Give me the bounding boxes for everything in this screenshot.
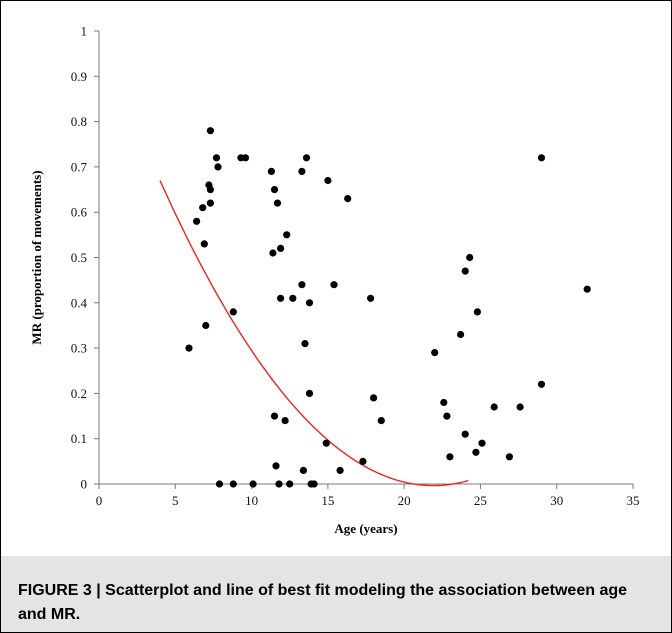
data-point — [249, 480, 257, 488]
data-point — [215, 480, 224, 488]
data-point — [377, 417, 385, 425]
data-point — [336, 466, 344, 474]
data-point — [516, 403, 524, 411]
data-point — [289, 294, 297, 302]
data-point — [367, 294, 375, 302]
data-point — [199, 204, 207, 212]
x-tick-label: 0 — [96, 493, 103, 508]
data-point — [461, 430, 469, 438]
x-tick-label: 10 — [245, 493, 258, 508]
data-point — [440, 398, 448, 407]
y-tick-label: 0.6 — [71, 205, 88, 220]
data-point — [472, 448, 480, 456]
data-point — [283, 231, 291, 239]
x-tick-label: 15 — [321, 493, 334, 508]
y-tick-label: 0.2 — [71, 386, 87, 401]
figure-caption: FIGURE 3 | Scatterplot and line of best … — [18, 582, 628, 623]
data-point — [275, 480, 283, 488]
chart-axes: 0 5 10 15 20 25 30 35 0 0.1 0.2 0.3 0.4 0.5 0.6 0.7 0.8 0… — [71, 24, 640, 509]
y-tick-label: 0.1 — [71, 431, 87, 446]
data-point — [324, 176, 332, 185]
data-point — [185, 344, 193, 352]
data-point — [446, 453, 454, 461]
scatter-chart: 0 5 10 15 20 25 30 35 0 0.1 0.2 0.3 0.4 0.5 0.6 0.7 0.8 0… — [29, 24, 640, 537]
data-point — [200, 240, 208, 248]
data-point — [461, 267, 469, 275]
y-tick-label: 0.3 — [71, 341, 87, 356]
data-point — [206, 186, 214, 194]
x-tick-label: 20 — [398, 493, 411, 508]
x-tick-label: 35 — [627, 493, 640, 508]
data-point — [431, 349, 439, 357]
data-point — [310, 480, 318, 488]
data-point — [478, 439, 486, 447]
data-point — [267, 167, 275, 175]
caption-band — [1, 556, 671, 632]
y-tick-label: 0.4 — [71, 295, 88, 310]
data-point — [214, 163, 222, 171]
fit-line-group — [159, 180, 469, 487]
data-point — [281, 417, 289, 425]
data-point — [298, 167, 306, 175]
data-point — [202, 321, 210, 330]
data-point — [359, 457, 367, 465]
data-point — [305, 389, 314, 397]
data-point — [277, 244, 285, 252]
data-point — [466, 253, 474, 262]
y-tick-label: 0.5 — [71, 250, 87, 265]
data-point — [298, 281, 306, 289]
y-tick-label: 0.7 — [71, 159, 88, 174]
data-point — [302, 154, 311, 162]
data-point — [305, 299, 314, 307]
fit-line — [159, 180, 469, 487]
data-point — [537, 380, 546, 388]
data-point — [299, 466, 307, 474]
x-tick-label: 30 — [550, 493, 563, 508]
data-point — [193, 217, 201, 225]
data-point — [206, 199, 214, 207]
y-tick-label: 0.9 — [71, 69, 87, 84]
data-point — [206, 127, 214, 135]
data-point — [241, 154, 250, 162]
data-point — [229, 480, 237, 488]
y-tick-label: 0.8 — [71, 114, 87, 129]
data-point — [273, 199, 282, 207]
data-point — [473, 308, 481, 316]
data-point — [457, 330, 465, 339]
data-point — [270, 186, 279, 194]
data-point — [301, 340, 309, 348]
x-tick-label: 5 — [172, 493, 179, 508]
data-point — [269, 249, 277, 257]
data-point — [505, 453, 513, 461]
data-point — [272, 462, 280, 470]
x-axis-title: Age (years) — [334, 521, 397, 536]
data-point — [277, 294, 285, 302]
data-point — [490, 403, 498, 411]
data-point — [286, 480, 294, 488]
data-point — [370, 394, 378, 402]
y-tick-label: 1 — [81, 24, 88, 39]
x-tick-label: 25 — [474, 493, 487, 508]
data-point — [583, 285, 591, 293]
data-point — [330, 281, 338, 289]
data-point — [443, 412, 451, 420]
data-point — [270, 412, 279, 420]
data-point — [322, 439, 330, 447]
y-axis-title: MR (proportion of movements) — [29, 170, 44, 344]
data-point — [229, 308, 237, 316]
data-point — [344, 195, 352, 203]
data-point — [212, 154, 221, 162]
y-tick-label: 0 — [81, 477, 88, 492]
data-point — [537, 154, 546, 162]
data-points — [185, 127, 591, 488]
